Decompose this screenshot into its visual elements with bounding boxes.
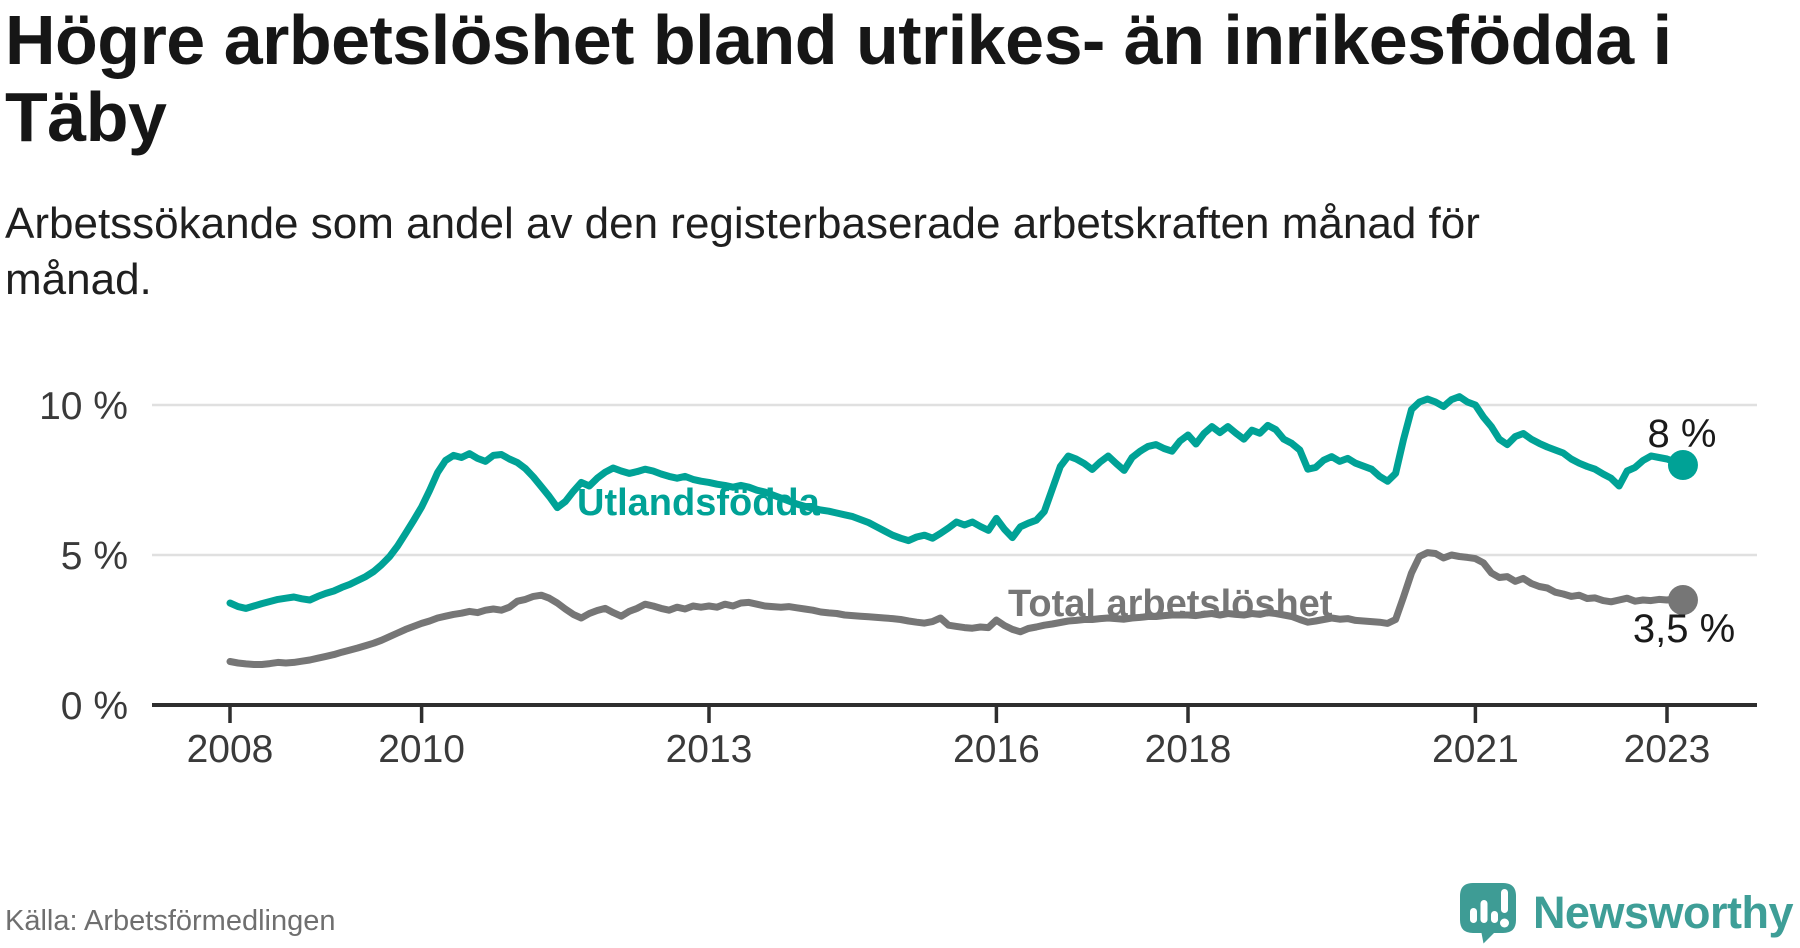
series-name-label-1: Total arbetslöshet <box>1008 583 1333 625</box>
newsworthy-wordmark: Newsworthy <box>1532 887 1794 938</box>
series-line-0 <box>226 393 1687 612</box>
source-note: Källa: Arbetsförmedlingen <box>5 905 336 937</box>
chart-title-line-2: Täby <box>5 78 167 156</box>
bar-1 <box>1469 907 1477 923</box>
bar-2 <box>1480 899 1488 923</box>
chart-subtitle-line-2: månad. <box>5 255 152 304</box>
y-tick-label-0pct: 0 % <box>61 685 128 728</box>
x-tick-label-2023: 2023 <box>1624 728 1711 771</box>
series-name-label-0: Utlandsfödda <box>577 482 821 524</box>
newsworthy-icon <box>1459 882 1516 943</box>
x-tick-label-2018: 2018 <box>1145 728 1232 771</box>
x-tick-label-2010: 2010 <box>378 728 465 771</box>
chart-subtitle: Arbetssökande som andel av den registerb… <box>5 196 1765 308</box>
series-end-value-label-0: 8 % <box>1648 412 1717 456</box>
series-end-dot-1 <box>1667 585 1698 615</box>
x-tick-label-2016: 2016 <box>953 728 1040 771</box>
y-tick-label-10pct: 10 % <box>39 385 128 428</box>
series-end-dot-0 <box>1667 450 1698 480</box>
x-tick-label-2008: 2008 <box>187 728 274 771</box>
x-tick-label-2013: 2013 <box>666 728 753 771</box>
series-line-1 <box>226 549 1687 668</box>
bar-3 <box>1490 910 1498 923</box>
newsworthy-logo: Newsworthy <box>1459 882 1794 944</box>
exclamation-stem <box>1500 888 1508 913</box>
series-end-value-label-1: 3,5 % <box>1633 607 1735 651</box>
chart-title-line-1: Högre arbetslöshet bland utrikes- än inr… <box>5 1 1672 79</box>
x-tick-label-2021: 2021 <box>1432 728 1519 771</box>
y-tick-label-5pct: 5 % <box>61 535 128 578</box>
chart-subtitle-line-1: Arbetssökande som andel av den registerb… <box>5 199 1480 248</box>
exclamation-dot <box>1499 918 1509 927</box>
chart-title: Högre arbetslöshet bland utrikes- än inr… <box>5 2 1765 156</box>
